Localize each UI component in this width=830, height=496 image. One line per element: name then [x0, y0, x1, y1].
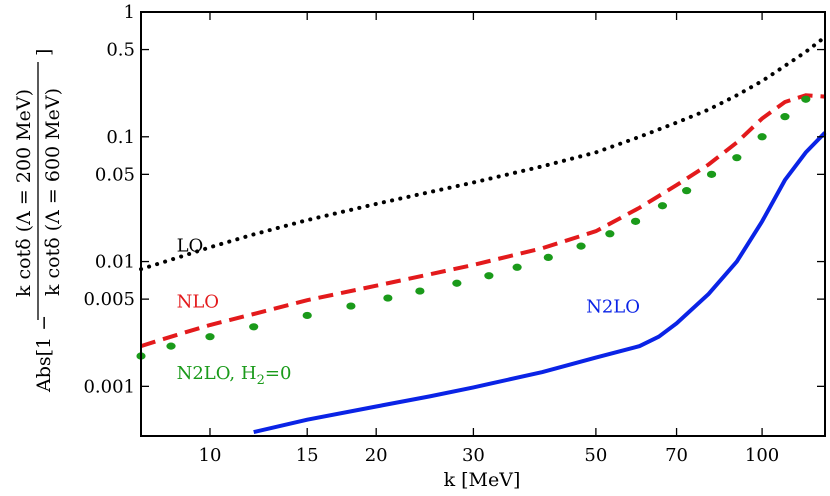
series-n2lo-h2-0-point: [801, 95, 811, 103]
y-axis-title: Abs[1 − k cotδ (Λ = 200 MeV) k cotδ (Λ =…: [13, 49, 64, 393]
x-tick-label: 15: [296, 445, 319, 466]
series-nlo-line: [140, 93, 826, 349]
series-n2lo-h2-0-point: [484, 272, 494, 280]
series-n2lo-h2-0-point: [630, 217, 641, 225]
y-tick-label: 0.005: [83, 289, 135, 310]
series-n2lo-h2-0-point: [757, 133, 767, 141]
x-tick-label: 100: [745, 445, 779, 466]
y-axis-title-numerator: k cotδ (Λ = 200 MeV): [13, 89, 35, 297]
series-n2lo-h2-0-point: [205, 333, 215, 341]
series-n2lo-h2-0-point: [166, 342, 176, 350]
series-n2lo-h2-0-point: [512, 263, 522, 271]
ticks-layer: 10 15 20 30 50 70 100 0.001 0.005 0.01 0.05 0.1 0.5 1: [83, 2, 825, 466]
series-n2lo-h2-0-label: N2LO, H2=0: [177, 363, 292, 388]
series-n2lo-h2-0-point: [543, 253, 553, 261]
x-tick-label: 30: [462, 445, 485, 466]
plot-frame: [140, 11, 826, 437]
series-lo-line: [139, 35, 827, 272]
series-n2lo-h2-0-point: [605, 230, 615, 238]
y-tick-label: 0.001: [83, 376, 135, 397]
series-n2lo-h2-0-point: [302, 311, 312, 320]
series-n2lo-h2-0-point: [452, 279, 462, 287]
y-tick-label: 0.5: [106, 40, 135, 61]
series-lo-label: LO: [177, 236, 204, 257]
x-tick-label: 10: [199, 445, 222, 466]
series-n2lo-h2-0-point: [780, 113, 790, 121]
series-n2lo-h2-0-point: [249, 323, 259, 331]
series-nlo-label: NLO: [177, 291, 219, 312]
series-n2lo-line: [253, 131, 827, 435]
y-tick-label: 0.05: [95, 164, 135, 185]
series-n2lo-h2-0-point: [706, 170, 717, 178]
y-axis-title-prefix: Abs[1 −: [33, 315, 55, 393]
y-axis-title-denominator: k cotδ (Λ = 600 MeV): [42, 88, 64, 296]
labels-layer: LO NLO N2LO, H2=0 N2LO: [177, 236, 640, 388]
series-n2lo-h2-0-point: [415, 287, 425, 295]
series-layer: [136, 35, 827, 435]
series-n2lo-h2-0-point: [732, 154, 742, 162]
series-n2lo-h2-0-point: [346, 302, 356, 310]
x-axis-title: k [MeV]: [444, 469, 521, 491]
x-tick-label: 50: [584, 445, 607, 466]
y-axis-title-suffix: ]: [33, 49, 55, 56]
series-n2lo-h2-0-point: [657, 202, 668, 210]
x-tick-label: 70: [665, 445, 688, 466]
y-tick-label: 0.01: [95, 252, 135, 273]
series-n2lo-h2-0-point: [682, 187, 692, 195]
series-n2lo-h2-0-point: [383, 294, 393, 302]
series-n2lo-label: N2LO: [586, 297, 640, 318]
y-tick-label: 1: [124, 2, 135, 23]
y-tick-label: 0.1: [106, 127, 135, 148]
series-n2lo-h2-0-point: [576, 242, 586, 250]
x-tick-label: 20: [365, 445, 388, 466]
